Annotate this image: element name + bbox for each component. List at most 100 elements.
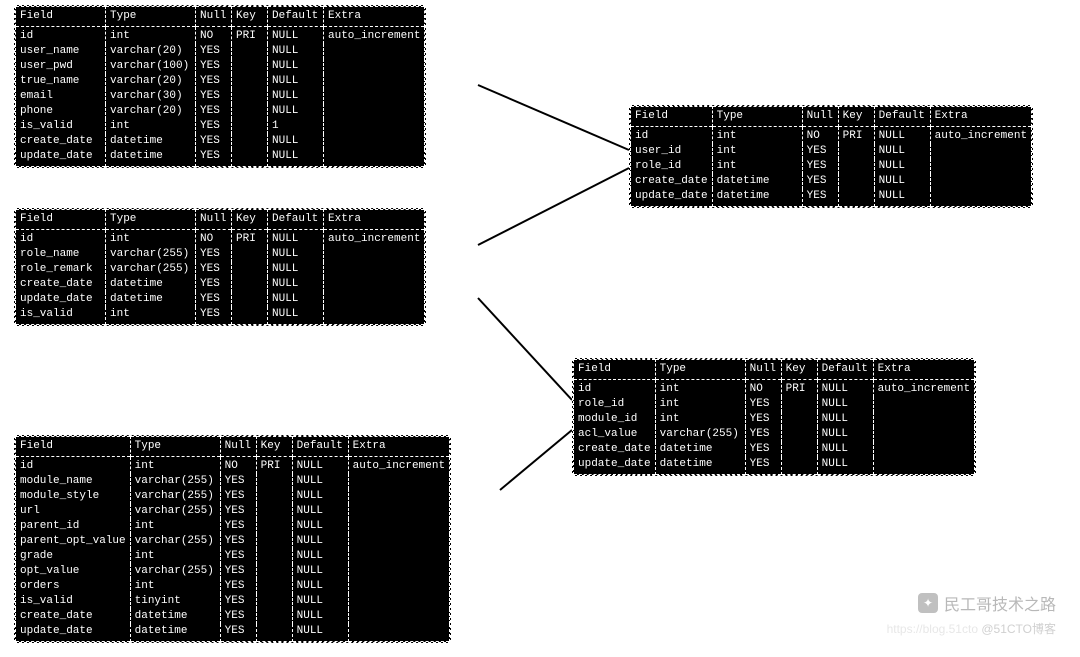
table-cell: user_name <box>16 44 106 59</box>
table-cell <box>232 104 268 119</box>
table-cell <box>930 144 1031 159</box>
table-row: update_datedatetimeYESNULL <box>16 292 425 307</box>
table-cell: int <box>106 27 196 45</box>
table-row: is_validintYESNULL <box>16 307 425 325</box>
table-cell: create_date <box>16 277 106 292</box>
table-cell: NULL <box>292 594 348 609</box>
table-cell <box>256 519 292 534</box>
table-cell: NULL <box>817 442 873 457</box>
table-cell: NULL <box>268 247 324 262</box>
table-cell: varchar(255) <box>130 474 220 489</box>
column-header: Default <box>874 107 930 127</box>
table-cell <box>348 594 449 609</box>
table-cell <box>256 504 292 519</box>
column-header: Type <box>106 7 196 27</box>
table-cell: NULL <box>292 579 348 594</box>
table-cell: YES <box>802 174 838 189</box>
table-cell: NULL <box>817 397 873 412</box>
table-cell: auto_increment <box>348 457 449 475</box>
column-header: Type <box>655 360 745 380</box>
table-cell <box>324 134 425 149</box>
table-cell <box>781 427 817 442</box>
table-cell: role_id <box>631 159 713 174</box>
table-cell: varchar(255) <box>130 564 220 579</box>
table-row: parent_idintYESNULL <box>16 519 450 534</box>
table-cell: update_date <box>631 189 713 207</box>
table-cell: update_date <box>16 624 131 642</box>
table-row: role_idintYESNULL <box>631 159 1032 174</box>
table-cell <box>324 247 425 262</box>
table-cell: NULL <box>874 127 930 145</box>
table-cell: YES <box>220 519 256 534</box>
table-cell: tinyint <box>130 594 220 609</box>
table-cell: YES <box>196 277 232 292</box>
table-cell: YES <box>196 149 232 167</box>
table-cell: int <box>106 119 196 134</box>
table-cell <box>324 307 425 325</box>
table-cell: NULL <box>268 149 324 167</box>
table-cell <box>256 564 292 579</box>
column-header: Field <box>631 107 713 127</box>
table-cell: NULL <box>292 474 348 489</box>
table-cell: update_date <box>574 457 656 475</box>
column-header: Field <box>16 437 131 457</box>
table-row: true_namevarchar(20)YESNULL <box>16 74 425 89</box>
column-header: Key <box>232 210 268 230</box>
table-cell: PRI <box>838 127 874 145</box>
table-cell: NO <box>745 380 781 398</box>
table-row: gradeintYESNULL <box>16 549 450 564</box>
table-cell: NULL <box>292 624 348 642</box>
schema-table-module: FieldTypeNullKeyDefaultExtraidintNOPRINU… <box>14 435 451 643</box>
table-cell: module_id <box>574 412 656 427</box>
table-cell <box>324 44 425 59</box>
table-cell: YES <box>196 307 232 325</box>
table-cell: url <box>16 504 131 519</box>
table-cell <box>348 579 449 594</box>
table-row: user_pwdvarchar(100)YESNULL <box>16 59 425 74</box>
table-cell: NULL <box>874 159 930 174</box>
table-cell <box>256 594 292 609</box>
table-row: module_idintYESNULL <box>574 412 975 427</box>
table-cell: NULL <box>268 230 324 248</box>
table-cell: NULL <box>268 74 324 89</box>
table-cell: NO <box>196 230 232 248</box>
table-cell: id <box>574 380 656 398</box>
column-header: Null <box>196 210 232 230</box>
table-cell <box>838 174 874 189</box>
table-cell: YES <box>220 624 256 642</box>
table-cell <box>232 89 268 104</box>
table-cell: datetime <box>712 174 802 189</box>
table-cell: user_id <box>631 144 713 159</box>
table-cell: grade <box>16 549 131 564</box>
column-header: Default <box>268 210 324 230</box>
table-row: role_idintYESNULL <box>574 397 975 412</box>
table-cell: YES <box>745 427 781 442</box>
table-cell: module_style <box>16 489 131 504</box>
table-cell: varchar(255) <box>655 427 745 442</box>
table-cell: id <box>16 457 131 475</box>
table-cell <box>781 457 817 475</box>
table-cell: YES <box>196 292 232 307</box>
table-cell: NULL <box>268 44 324 59</box>
column-header: Default <box>292 437 348 457</box>
table-cell: YES <box>196 262 232 277</box>
table-cell: datetime <box>106 277 196 292</box>
table-cell: YES <box>220 594 256 609</box>
table-cell: acl_value <box>574 427 656 442</box>
schema-table-user_role: FieldTypeNullKeyDefaultExtraidintNOPRINU… <box>629 105 1033 208</box>
table-cell <box>232 277 268 292</box>
table-cell <box>256 474 292 489</box>
table-cell: YES <box>220 474 256 489</box>
table-row: acl_valuevarchar(255)YESNULL <box>574 427 975 442</box>
table-row: idintNOPRINULLauto_increment <box>631 127 1032 145</box>
table-cell <box>256 549 292 564</box>
watermark-text: 民工哥技术之路 <box>944 591 1056 615</box>
table-row: is_validtinyintYESNULL <box>16 594 450 609</box>
table-cell: YES <box>196 74 232 89</box>
table-cell: int <box>130 457 220 475</box>
table-cell: YES <box>802 159 838 174</box>
table-header-row: FieldTypeNullKeyDefaultExtra <box>631 107 1032 127</box>
table-cell: YES <box>196 44 232 59</box>
column-header: Type <box>130 437 220 457</box>
table-cell: orders <box>16 579 131 594</box>
